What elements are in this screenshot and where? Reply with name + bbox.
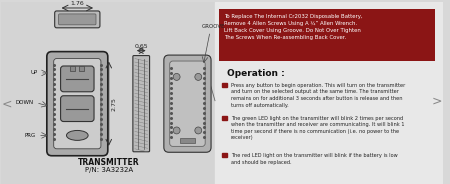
Text: <: <	[1, 97, 12, 110]
FancyBboxPatch shape	[170, 61, 205, 146]
Text: P/N: 3A3232A: P/N: 3A3232A	[85, 167, 133, 173]
Text: Press any button to begin operation. This will turn on the transmitter
and turn : Press any button to begin operation. Thi…	[231, 83, 405, 108]
FancyBboxPatch shape	[133, 56, 149, 152]
Bar	[0, 1, 215, 184]
Circle shape	[173, 127, 180, 134]
Bar	[79, 66, 84, 71]
FancyBboxPatch shape	[61, 96, 94, 121]
FancyBboxPatch shape	[61, 66, 94, 92]
FancyBboxPatch shape	[55, 11, 100, 28]
Bar	[222, 153, 227, 157]
Bar	[70, 66, 75, 71]
Bar	[180, 138, 195, 143]
FancyBboxPatch shape	[54, 59, 101, 149]
Text: 0.65: 0.65	[135, 44, 148, 49]
Bar	[215, 1, 443, 184]
Text: 1.76: 1.76	[71, 1, 84, 6]
Bar	[222, 83, 227, 87]
FancyBboxPatch shape	[47, 52, 108, 156]
Text: GROOVE: GROOVE	[202, 24, 226, 29]
Ellipse shape	[67, 130, 88, 140]
Text: PRG: PRG	[25, 133, 36, 138]
FancyBboxPatch shape	[164, 55, 211, 152]
Text: The green LED light on the transmitter will blink 2 times per second
when the tr: The green LED light on the transmitter w…	[231, 116, 404, 140]
Text: To Replace The Internal Cr2032 Disposable Battery,
Remove 4 Allen Screws Using A: To Replace The Internal Cr2032 Disposabl…	[224, 14, 362, 40]
Text: UP: UP	[31, 70, 38, 75]
Text: Operation :: Operation :	[227, 69, 284, 78]
Text: DOWN: DOWN	[16, 100, 34, 105]
Text: 2.75: 2.75	[112, 97, 117, 111]
Circle shape	[195, 73, 202, 80]
Circle shape	[173, 73, 180, 80]
Text: >: >	[432, 94, 442, 107]
Circle shape	[195, 127, 202, 134]
FancyBboxPatch shape	[58, 14, 96, 25]
Text: TRANSMITTER: TRANSMITTER	[78, 158, 140, 167]
Bar	[222, 116, 227, 120]
Bar	[219, 9, 435, 61]
Text: The red LED light on the transmitter will blink if the battery is low
and should: The red LED light on the transmitter wil…	[231, 153, 397, 165]
